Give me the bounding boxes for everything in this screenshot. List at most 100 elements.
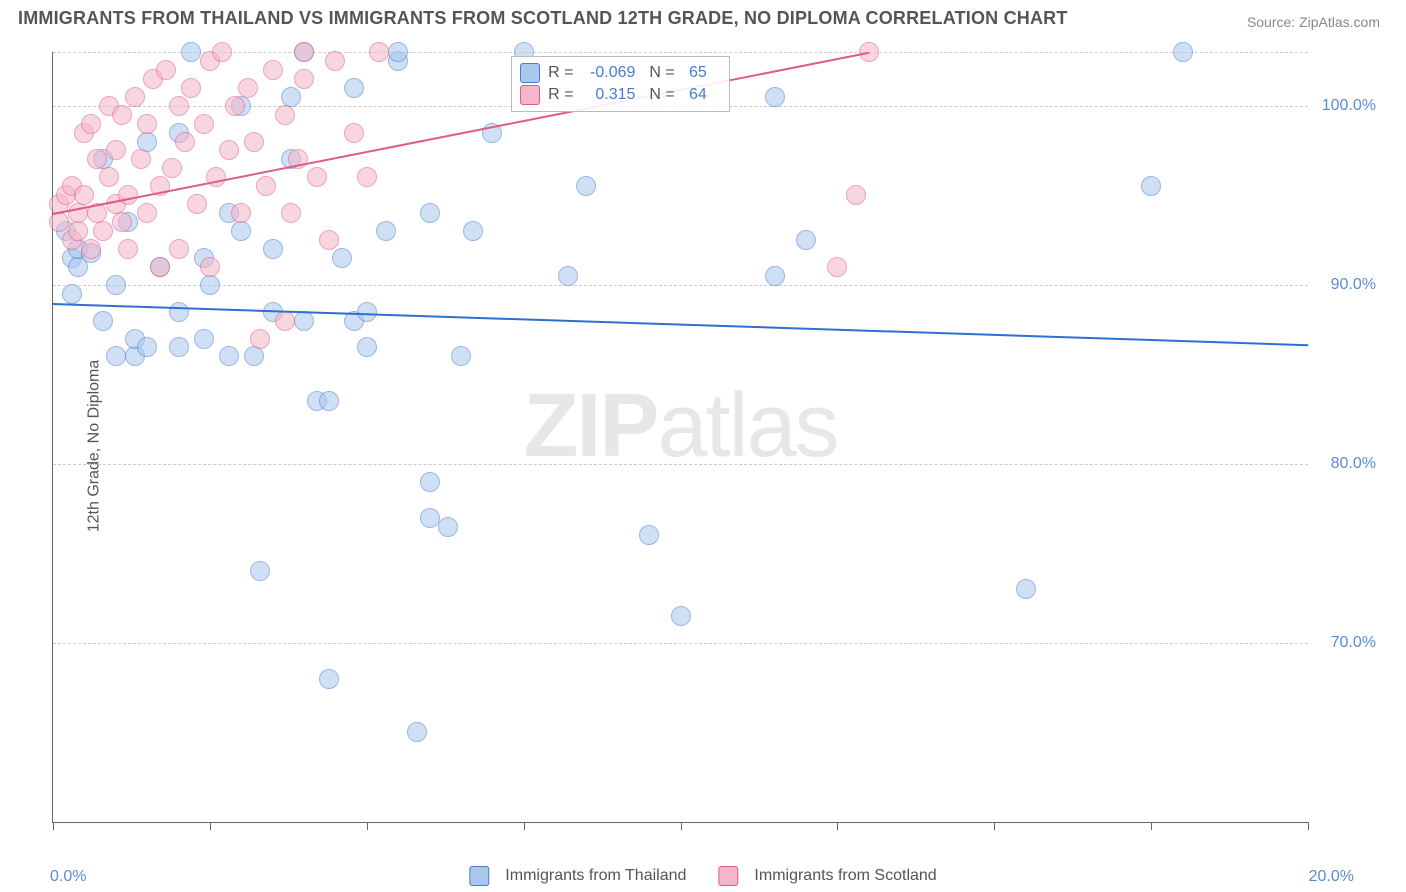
- stats-row-thailand: R =-0.069N =65: [520, 63, 721, 83]
- data-point-scotland: [263, 60, 283, 80]
- data-point-thailand: [420, 472, 440, 492]
- x-tick: [681, 822, 682, 830]
- chart-title: IMMIGRANTS FROM THAILAND VS IMMIGRANTS F…: [18, 8, 1068, 29]
- x-tick-left: 0.0%: [50, 868, 86, 886]
- data-point-thailand: [1173, 42, 1193, 62]
- data-point-thailand: [376, 221, 396, 241]
- data-point-scotland: [200, 257, 220, 277]
- x-tick: [837, 822, 838, 830]
- data-point-thailand: [639, 525, 659, 545]
- swatch-scotland: [718, 866, 738, 886]
- data-point-scotland: [118, 239, 138, 259]
- x-tick: [210, 822, 211, 830]
- x-tick: [53, 822, 54, 830]
- legend-item-thailand: Immigrants from Thailand: [469, 866, 686, 886]
- data-point-thailand: [344, 78, 364, 98]
- data-point-scotland: [169, 239, 189, 259]
- data-point-thailand: [765, 87, 785, 107]
- data-point-scotland: [137, 114, 157, 134]
- data-point-scotland: [194, 114, 214, 134]
- gridline-h: [53, 285, 1308, 286]
- legend-label-scotland: Immigrants from Scotland: [754, 867, 936, 885]
- data-point-scotland: [238, 78, 258, 98]
- data-point-thailand: [294, 311, 314, 331]
- swatch-thailand: [520, 63, 540, 83]
- data-point-thailand: [420, 508, 440, 528]
- data-point-scotland: [81, 239, 101, 259]
- data-point-thailand: [332, 248, 352, 268]
- data-point-thailand: [1141, 176, 1161, 196]
- data-point-thailand: [169, 337, 189, 357]
- data-point-scotland: [294, 69, 314, 89]
- watermark-thin: atlas: [657, 376, 837, 476]
- data-point-thailand: [420, 203, 440, 223]
- data-point-scotland: [187, 194, 207, 214]
- gridline-h: [53, 52, 1308, 53]
- data-point-thailand: [194, 329, 214, 349]
- stats-box: R =-0.069N =65R =0.315N =64: [511, 56, 730, 112]
- data-point-scotland: [118, 185, 138, 205]
- data-point-scotland: [275, 311, 295, 331]
- data-point-scotland: [112, 105, 132, 125]
- y-tick-label: 90.0%: [1331, 276, 1376, 294]
- data-point-scotland: [81, 114, 101, 134]
- data-point-scotland: [225, 96, 245, 116]
- data-point-thailand: [181, 42, 201, 62]
- x-tick: [524, 822, 525, 830]
- gridline-h: [53, 464, 1308, 465]
- data-point-thailand: [219, 346, 239, 366]
- watermark: ZIPatlas: [523, 375, 837, 478]
- x-tick: [367, 822, 368, 830]
- data-point-thailand: [244, 346, 264, 366]
- data-point-scotland: [357, 167, 377, 187]
- data-point-scotland: [319, 230, 339, 250]
- data-point-thailand: [357, 337, 377, 357]
- data-point-scotland: [206, 167, 226, 187]
- data-point-scotland: [250, 329, 270, 349]
- data-point-thailand: [796, 230, 816, 250]
- data-point-scotland: [175, 132, 195, 152]
- data-point-thailand: [263, 239, 283, 259]
- plot-area: ZIPatlas R =-0.069N =65R =0.315N =64: [52, 52, 1308, 823]
- x-tick-right: 20.0%: [1309, 868, 1354, 886]
- data-point-scotland: [281, 203, 301, 223]
- y-tick-label: 70.0%: [1331, 634, 1376, 652]
- y-tick-label: 80.0%: [1331, 455, 1376, 473]
- legend-label-thailand: Immigrants from Thailand: [505, 867, 686, 885]
- data-point-thailand: [451, 346, 471, 366]
- data-point-thailand: [407, 722, 427, 742]
- trendline-thailand: [53, 303, 1308, 346]
- data-point-thailand: [1016, 579, 1036, 599]
- data-point-thailand: [765, 266, 785, 286]
- bottom-legend: Immigrants from Thailand Immigrants from…: [469, 866, 936, 886]
- data-point-scotland: [106, 140, 126, 160]
- data-point-scotland: [99, 167, 119, 187]
- data-point-scotland: [93, 221, 113, 241]
- swatch-scotland: [520, 85, 540, 105]
- x-tick: [1308, 822, 1309, 830]
- legend-item-scotland: Immigrants from Scotland: [718, 866, 936, 886]
- data-point-scotland: [162, 158, 182, 178]
- data-point-thailand: [319, 669, 339, 689]
- y-tick-label: 100.0%: [1322, 97, 1376, 115]
- data-point-thailand: [200, 275, 220, 295]
- data-point-scotland: [156, 60, 176, 80]
- data-point-scotland: [125, 87, 145, 107]
- data-point-thailand: [106, 275, 126, 295]
- source-label: Source: ZipAtlas.com: [1247, 14, 1380, 30]
- gridline-h: [53, 643, 1308, 644]
- data-point-thailand: [169, 302, 189, 322]
- data-point-scotland: [150, 257, 170, 277]
- data-point-scotland: [219, 140, 239, 160]
- data-point-thailand: [231, 221, 251, 241]
- data-point-thailand: [106, 346, 126, 366]
- data-point-scotland: [294, 42, 314, 62]
- watermark-bold: ZIP: [523, 376, 657, 476]
- data-point-thailand: [558, 266, 578, 286]
- data-point-thailand: [62, 284, 82, 304]
- data-point-thailand: [671, 606, 691, 626]
- data-point-scotland: [244, 132, 264, 152]
- swatch-thailand: [469, 866, 489, 886]
- data-point-scotland: [827, 257, 847, 277]
- data-point-thailand: [250, 561, 270, 581]
